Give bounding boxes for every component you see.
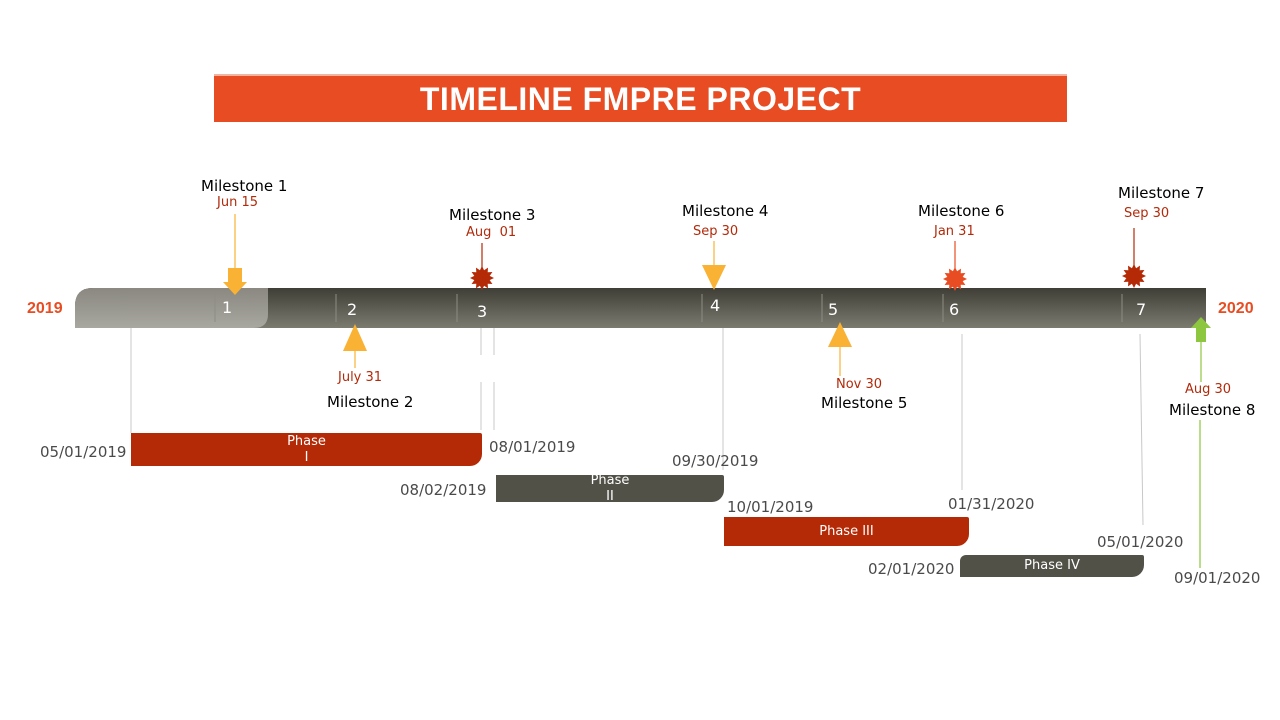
phase-1-start-date: 05/01/2019 bbox=[40, 443, 127, 461]
timeline-progress bbox=[75, 288, 268, 328]
milestone-5-name: Milestone 5 bbox=[821, 394, 908, 412]
phase-2-start-date: 08/02/2019 bbox=[400, 481, 487, 499]
tick-label: 6 bbox=[949, 300, 960, 319]
milestone-4-date: Sep 30 bbox=[693, 224, 739, 239]
phase-4-label: Phase IV bbox=[1024, 558, 1080, 573]
title-banner: TIMELINE FMPRE PROJECT bbox=[214, 74, 1067, 122]
connector-lines bbox=[130, 328, 1144, 526]
tick-label: 2 bbox=[347, 300, 358, 319]
starburst-icon bbox=[943, 267, 967, 291]
phase-1-bar: Phase I bbox=[131, 433, 482, 466]
milestone-3-name: Milestone 3 bbox=[449, 206, 536, 224]
phase-2-label-num: II bbox=[606, 488, 614, 504]
tick-label: 3 bbox=[477, 302, 488, 321]
milestone-stems bbox=[234, 214, 1202, 568]
milestone-1-name: Milestone 1 bbox=[201, 177, 288, 195]
phase-3-label: Phase III bbox=[819, 523, 874, 539]
tick-separators bbox=[214, 294, 1123, 322]
phase-1-label-num: I bbox=[304, 449, 309, 465]
milestone-7-name: Milestone 7 bbox=[1118, 184, 1205, 202]
tick-label: 5 bbox=[828, 300, 839, 319]
phase-3-start-date: 10/01/2019 bbox=[727, 498, 814, 516]
phase-2-label: Phase bbox=[590, 472, 630, 488]
tick-label: 4 bbox=[710, 296, 721, 315]
milestone-7-date: Sep 30 bbox=[1124, 206, 1170, 221]
phase-2-bar: Phase II bbox=[496, 472, 724, 504]
phase-4-start-date: 02/01/2020 bbox=[868, 560, 955, 578]
milestone-2-date: July 31 bbox=[338, 370, 383, 385]
phase-4-end-date: 05/01/2020 bbox=[1097, 533, 1184, 551]
starburst-shape bbox=[1122, 264, 1146, 288]
arrow-down-icon bbox=[223, 268, 247, 295]
milestone-4-name: Milestone 4 bbox=[682, 202, 769, 220]
tick-label: 7 bbox=[1136, 300, 1147, 319]
triangle-up-icon bbox=[343, 324, 367, 351]
starburst-shape bbox=[470, 266, 494, 290]
milestone-1-date: Jun 15 bbox=[217, 195, 258, 210]
triangle-up-icon bbox=[828, 322, 852, 347]
phase-1-end-date: 08/01/2019 bbox=[489, 438, 576, 456]
tick-label: 1 bbox=[222, 298, 233, 317]
start-year: 2019 bbox=[27, 300, 63, 317]
milestone-5-date: Nov 30 bbox=[836, 377, 883, 392]
starburst-icon bbox=[470, 266, 494, 290]
starburst-shape bbox=[943, 267, 967, 291]
phase-3-bar: Phase III bbox=[724, 517, 969, 546]
starburst-icon bbox=[1122, 264, 1146, 288]
milestone-6-date: Jan 31 bbox=[934, 224, 975, 239]
phase-3-end-date: 01/31/2020 bbox=[948, 495, 1035, 513]
milestone-2-name: Milestone 2 bbox=[327, 393, 414, 411]
milestone-3-date: Aug 01 bbox=[466, 225, 517, 240]
milestone-6-name: Milestone 6 bbox=[918, 202, 1005, 220]
phase-4-bar: Phase IV bbox=[960, 555, 1144, 577]
end-year: 2020 bbox=[1218, 300, 1254, 317]
milestone-8-end-date: 09/01/2020 bbox=[1174, 569, 1261, 587]
page-title: TIMELINE FMPRE PROJECT bbox=[419, 80, 862, 117]
timeline-bar bbox=[75, 288, 1206, 328]
phase-1-label: Phase bbox=[287, 433, 326, 449]
triangle-down-icon bbox=[702, 265, 726, 290]
milestone-8-date: Aug 30 bbox=[1185, 382, 1232, 397]
milestone-8-name: Milestone 8 bbox=[1169, 401, 1256, 419]
arrow-up-icon bbox=[1191, 317, 1211, 342]
phase-2-end-date: 09/30/2019 bbox=[672, 452, 759, 470]
